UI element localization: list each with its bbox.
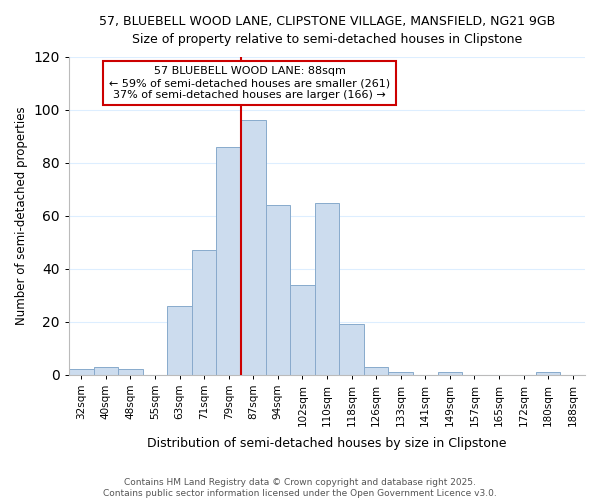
Bar [217,147,241,374]
Bar [388,372,413,374]
Bar [536,372,560,374]
Bar [290,284,314,374]
Bar [94,367,118,374]
Bar [118,370,143,374]
Text: Contains HM Land Registry data © Crown copyright and database right 2025.
Contai: Contains HM Land Registry data © Crown c… [103,478,497,498]
Bar [339,324,364,374]
Y-axis label: Number of semi-detached properties: Number of semi-detached properties [15,106,28,325]
Bar [314,202,339,374]
Bar [364,367,388,374]
Bar [241,120,266,374]
Bar [266,205,290,374]
Title: 57, BLUEBELL WOOD LANE, CLIPSTONE VILLAGE, MANSFIELD, NG21 9GB
Size of property : 57, BLUEBELL WOOD LANE, CLIPSTONE VILLAG… [99,15,555,46]
Bar [167,306,192,374]
Bar [192,250,217,374]
Bar [437,372,462,374]
X-axis label: Distribution of semi-detached houses by size in Clipstone: Distribution of semi-detached houses by … [147,437,507,450]
Bar [69,370,94,374]
Text: 57 BLUEBELL WOOD LANE: 88sqm
← 59% of semi-detached houses are smaller (261)
37%: 57 BLUEBELL WOOD LANE: 88sqm ← 59% of se… [109,66,390,100]
